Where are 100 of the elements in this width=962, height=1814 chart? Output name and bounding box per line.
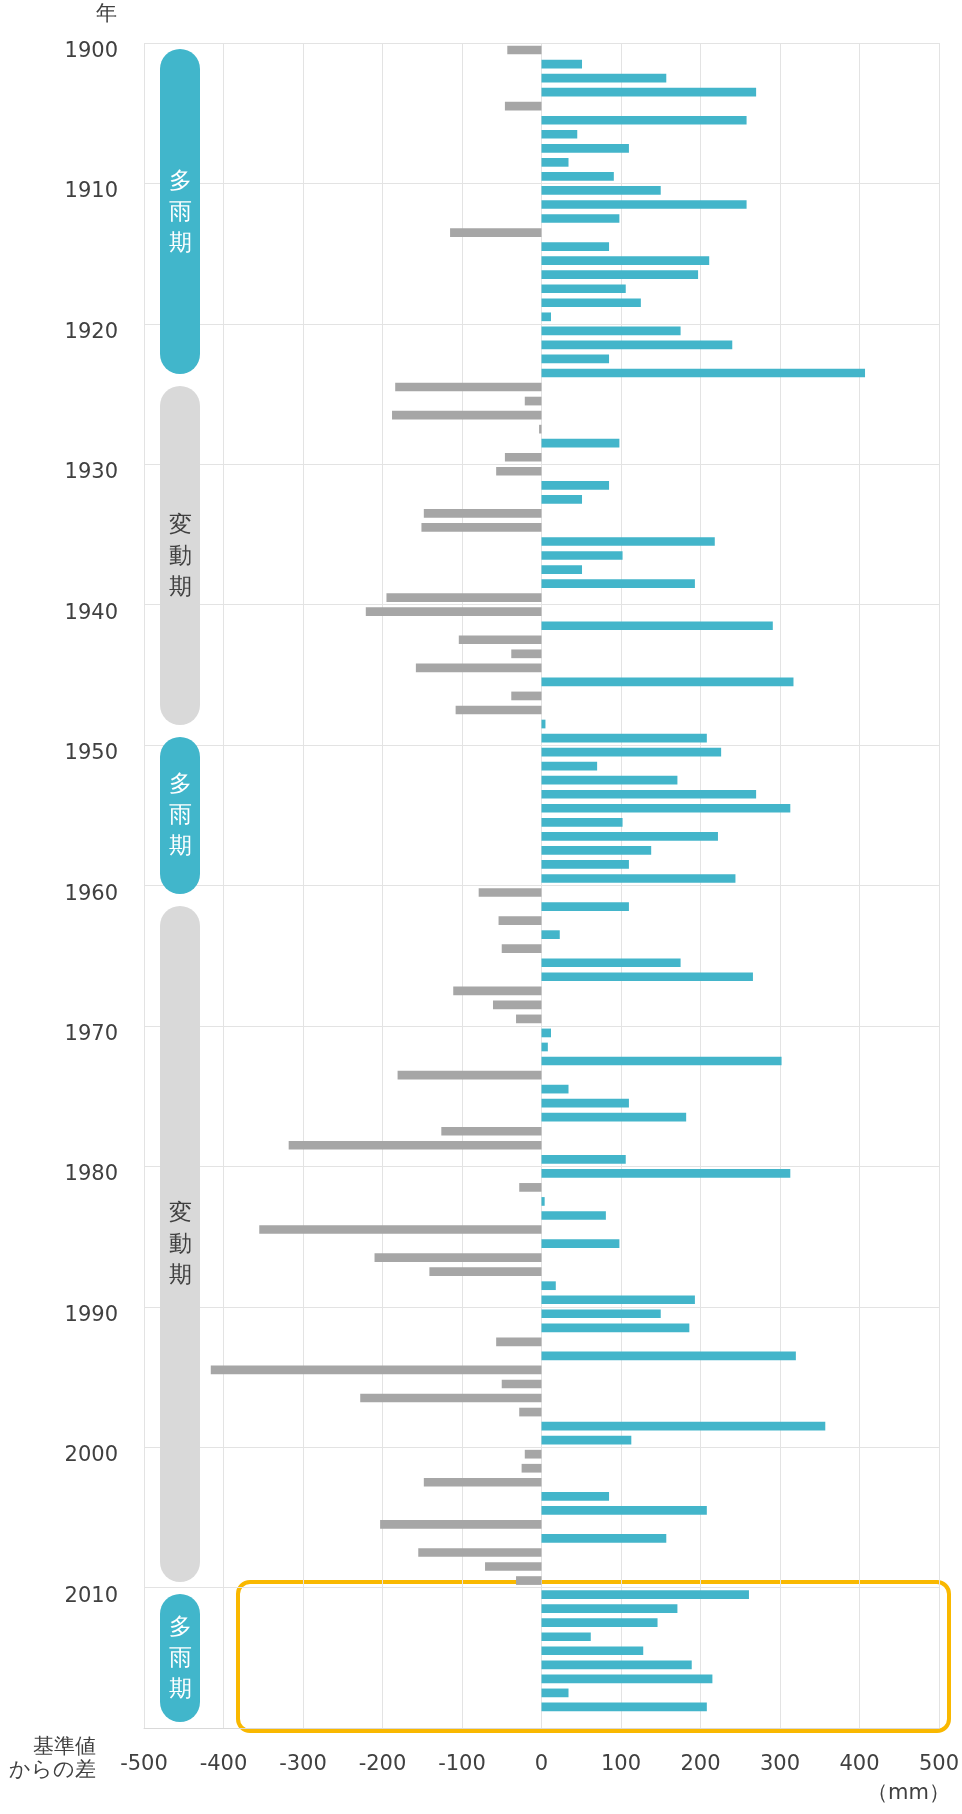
bar [541, 172, 614, 181]
bar [541, 438, 620, 448]
bar [541, 1604, 678, 1613]
bar [541, 1534, 667, 1543]
bar [541, 1688, 569, 1698]
bar [288, 1140, 542, 1150]
bar [365, 607, 542, 617]
bar [395, 382, 542, 392]
bar [450, 228, 542, 237]
bar [541, 1421, 826, 1431]
bar [541, 1702, 707, 1712]
x-tick-label: 300 [759, 1750, 801, 1775]
bar [541, 1112, 687, 1122]
bar [541, 87, 757, 97]
bar [541, 1239, 620, 1248]
bar [541, 326, 681, 336]
annotation: 変動期 [167, 1197, 193, 1289]
bar [541, 803, 791, 813]
bar [541, 129, 578, 139]
bar [541, 551, 623, 560]
bar [541, 158, 569, 167]
bar [541, 186, 661, 195]
bar [485, 1562, 542, 1571]
bar [541, 958, 681, 968]
bar [541, 1618, 658, 1628]
bar [541, 115, 747, 125]
y-tick-label: 2000 [64, 1442, 118, 1467]
x-tick-label: 200 [680, 1750, 721, 1775]
bar [519, 1407, 542, 1417]
bar [380, 1520, 542, 1529]
bar [511, 691, 542, 701]
bar [492, 1000, 542, 1010]
bar [541, 1154, 626, 1164]
bar [521, 1463, 542, 1473]
bar [541, 495, 583, 504]
text: （mm） [867, 1780, 950, 1804]
bar [541, 1435, 632, 1445]
bar [541, 1211, 606, 1220]
bar [374, 1253, 542, 1262]
x-tick-label: -300 [279, 1750, 327, 1775]
bar [541, 846, 652, 855]
bar [516, 1576, 542, 1585]
bar [541, 1281, 556, 1291]
bar [541, 1674, 713, 1684]
bar [498, 916, 542, 925]
bar [541, 860, 629, 869]
bar [541, 565, 583, 574]
bar [541, 312, 552, 322]
bar [541, 817, 623, 827]
bar [541, 143, 629, 153]
bar [421, 523, 542, 532]
bar [541, 930, 560, 939]
bar [541, 368, 866, 378]
bar [496, 1337, 542, 1347]
bar [541, 902, 629, 911]
y-tick-label: 1940 [64, 599, 118, 624]
bar [541, 1309, 661, 1319]
bar [541, 73, 667, 83]
bar [541, 354, 610, 364]
bar [541, 832, 718, 841]
bar [541, 214, 620, 223]
bar [458, 635, 542, 645]
bar [519, 1183, 542, 1192]
y-axis-title: 年 [95, 1, 117, 25]
bar [210, 1365, 542, 1375]
bar [541, 874, 736, 883]
y-tick-label: 1950 [64, 740, 118, 765]
bar [397, 1070, 542, 1080]
bar [386, 593, 542, 602]
bar [415, 663, 542, 673]
bar [423, 1477, 542, 1487]
bar [541, 719, 546, 729]
x-axis-title: 基準値からの差 [8, 1734, 96, 1781]
bar [501, 944, 542, 954]
bar [541, 537, 715, 546]
bar [501, 1379, 542, 1389]
x-tick-label: -200 [358, 1750, 407, 1775]
y-tick-label: 1960 [64, 880, 118, 905]
bar [541, 579, 695, 588]
bar [541, 1295, 695, 1305]
bar [541, 1491, 610, 1501]
bar [541, 789, 757, 799]
bar [504, 101, 542, 111]
bar [360, 1393, 542, 1403]
bar [418, 1548, 542, 1557]
annotation: 多雨期 [167, 769, 193, 861]
bar [541, 1098, 629, 1108]
bar [541, 59, 583, 69]
bar [541, 200, 747, 209]
y-tick-label: 2010 [64, 1582, 118, 1607]
y-tick-label: 1910 [64, 178, 118, 203]
y-tick-label: 1990 [64, 1301, 118, 1326]
annotation: 変動期 [167, 509, 193, 601]
bar [541, 621, 773, 631]
x-tick-label: -500 [120, 1750, 168, 1775]
bar [516, 1014, 542, 1024]
bar [541, 1028, 552, 1038]
x-tick-label: -400 [199, 1750, 248, 1775]
bar [541, 1323, 690, 1333]
bar [478, 888, 542, 897]
